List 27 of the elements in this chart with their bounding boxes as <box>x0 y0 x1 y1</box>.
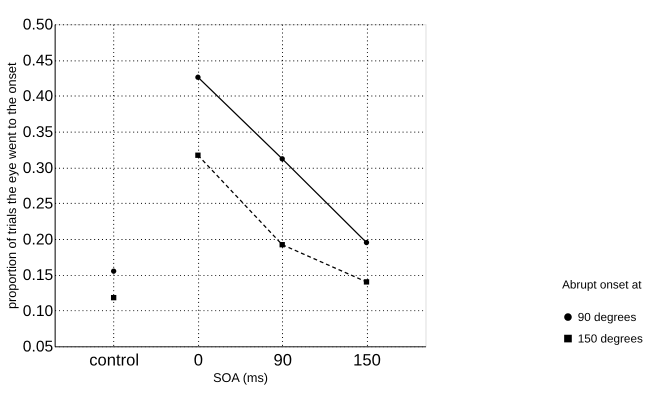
y-axis-title: proportion of trials the eye went to the onset <box>4 62 19 310</box>
point <box>195 152 201 158</box>
y-tick-label: 0.50 <box>22 16 54 34</box>
point <box>195 74 201 80</box>
point <box>364 240 370 246</box>
y-tick-label: 0.45 <box>22 52 54 70</box>
point <box>110 294 116 300</box>
legend-title: Abrupt onset at <box>562 278 642 292</box>
y-tick-label: 0.10 <box>22 302 54 320</box>
y-tick-label: 0.25 <box>22 196 54 213</box>
legend-label: 150 degrees <box>578 332 643 346</box>
x-tick-label: 0 <box>194 350 204 370</box>
legend-label: 90 degrees <box>578 310 636 324</box>
y-tick-label: 0.30 <box>22 160 54 177</box>
point <box>110 268 116 274</box>
point <box>280 242 285 248</box>
y-tick-label: 0.40 <box>22 88 54 106</box>
x-tick-label: 150 <box>353 350 381 370</box>
y-tick-label: 0.05 <box>22 338 54 356</box>
point <box>280 156 285 162</box>
y-tick-label: 0.20 <box>22 231 54 248</box>
y-tick-label: 0.15 <box>22 267 54 284</box>
x-tick-label: 90 <box>273 350 292 370</box>
x-axis-title: SOA (ms) <box>213 370 268 385</box>
x-tick-label: control <box>89 350 140 370</box>
y-tick-label: 0.35 <box>22 124 54 141</box>
point <box>364 279 370 285</box>
